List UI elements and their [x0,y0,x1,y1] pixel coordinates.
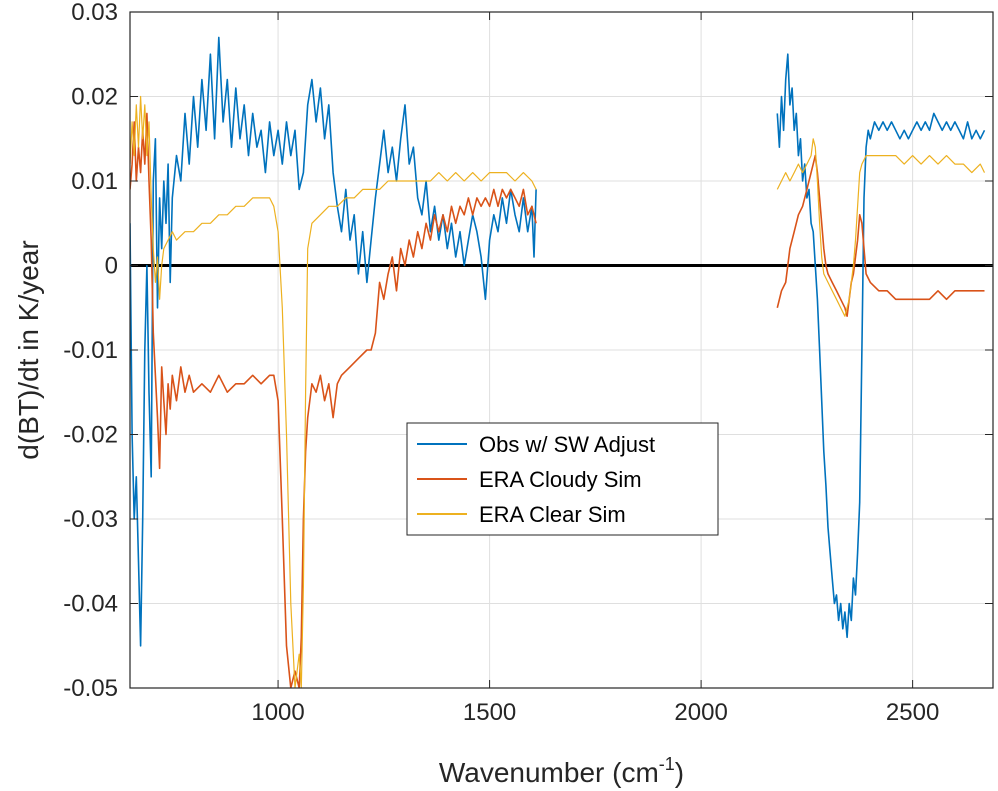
x-tick-label: 1000 [251,699,304,726]
y-tick-label: -0.01 [63,337,118,364]
x-tick-label: 2500 [886,699,939,726]
series-line-segment [776,53,986,639]
legend: Obs w/ SW Adjust ERA Cloudy Sim ERA Clear … [406,422,719,536]
y-tick-label: 0.02 [71,84,118,111]
series-2 [130,112,985,688]
series-line-segment [130,112,537,688]
y-tick-label: -0.05 [63,675,118,702]
legend-entry: ERA Clear Sim [479,502,626,527]
y-axis-label: d(BT)/dt in K/year [13,240,44,459]
series-line-segment [130,95,537,688]
y-tick-label: 0 [105,253,118,280]
series-line-segment [130,36,537,647]
series-line-segment [776,138,986,317]
x-tick-label: 1500 [463,699,516,726]
x-tick-label: 2000 [674,699,727,726]
series-1 [130,36,986,647]
legend-entry: ERA Cloudy Sim [479,467,642,492]
x-axis-ticks: 1000 1500 2000 2500 [251,12,939,726]
y-tick-label: -0.04 [63,591,118,618]
y-tick-label: 0.01 [71,168,118,195]
x-axis-label: Wavenumber (cm-1) [439,754,684,788]
series-lines [130,36,986,688]
y-tick-label: -0.03 [63,506,118,533]
y-axis-ticks: -0.05 -0.04 -0.03 -0.02 -0.01 0 0.01 0.02 0.03 [63,0,993,702]
y-tick-label: 0.03 [71,0,118,26]
series-line-segment [776,154,985,317]
legend-entry: Obs w/ SW Adjust [479,432,655,457]
series-3 [130,95,986,688]
grid-lines [130,11,993,689]
y-tick-label: -0.02 [63,422,118,449]
